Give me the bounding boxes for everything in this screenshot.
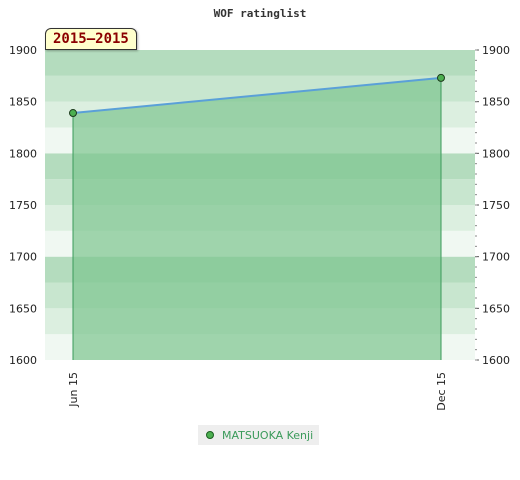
series-line [72, 76, 442, 115]
y-tick-label-right: 1600 [482, 354, 510, 367]
data-points [69, 73, 445, 118]
y-tick-label-right: 1750 [482, 199, 510, 212]
y-tick-label-left: 1800 [9, 147, 37, 160]
y-tick-label-right: 1700 [482, 251, 510, 264]
legend-marker-icon [206, 431, 214, 439]
y-tick-label-right: 1850 [482, 96, 510, 109]
legend-series-name: MATSUOKA Kenji [222, 428, 314, 442]
y-tick-label-left: 1900 [9, 44, 37, 57]
y-tick-label-left: 1750 [9, 199, 37, 212]
y-tick-label-right: 1900 [482, 44, 510, 57]
y-tick-label-right: 1800 [482, 147, 510, 160]
y-tick-label-left: 1850 [9, 96, 37, 109]
chart-title: WOF ratinglist [214, 7, 307, 20]
data-point [437, 73, 445, 82]
y-tick-label-left: 1600 [9, 354, 37, 367]
data-area [72, 76, 442, 361]
legend[interactable]: MATSUOKA Kenji [198, 425, 320, 445]
period-label: 2015–2015 [45, 28, 137, 50]
series-area [73, 77, 441, 361]
y-tick-label-right: 1650 [482, 302, 510, 315]
band [45, 50, 475, 76]
x-tick-label: Dec 15 [435, 372, 448, 411]
y-tick-label-left: 1700 [9, 251, 37, 264]
x-tick-label: Jun 15 [67, 372, 80, 408]
axes: 1600 1600 1650 1650 1700 1700 1750 1750 1800 1800… [9, 44, 510, 411]
data-point [69, 109, 77, 118]
y-tick-label-left: 1650 [9, 302, 37, 315]
